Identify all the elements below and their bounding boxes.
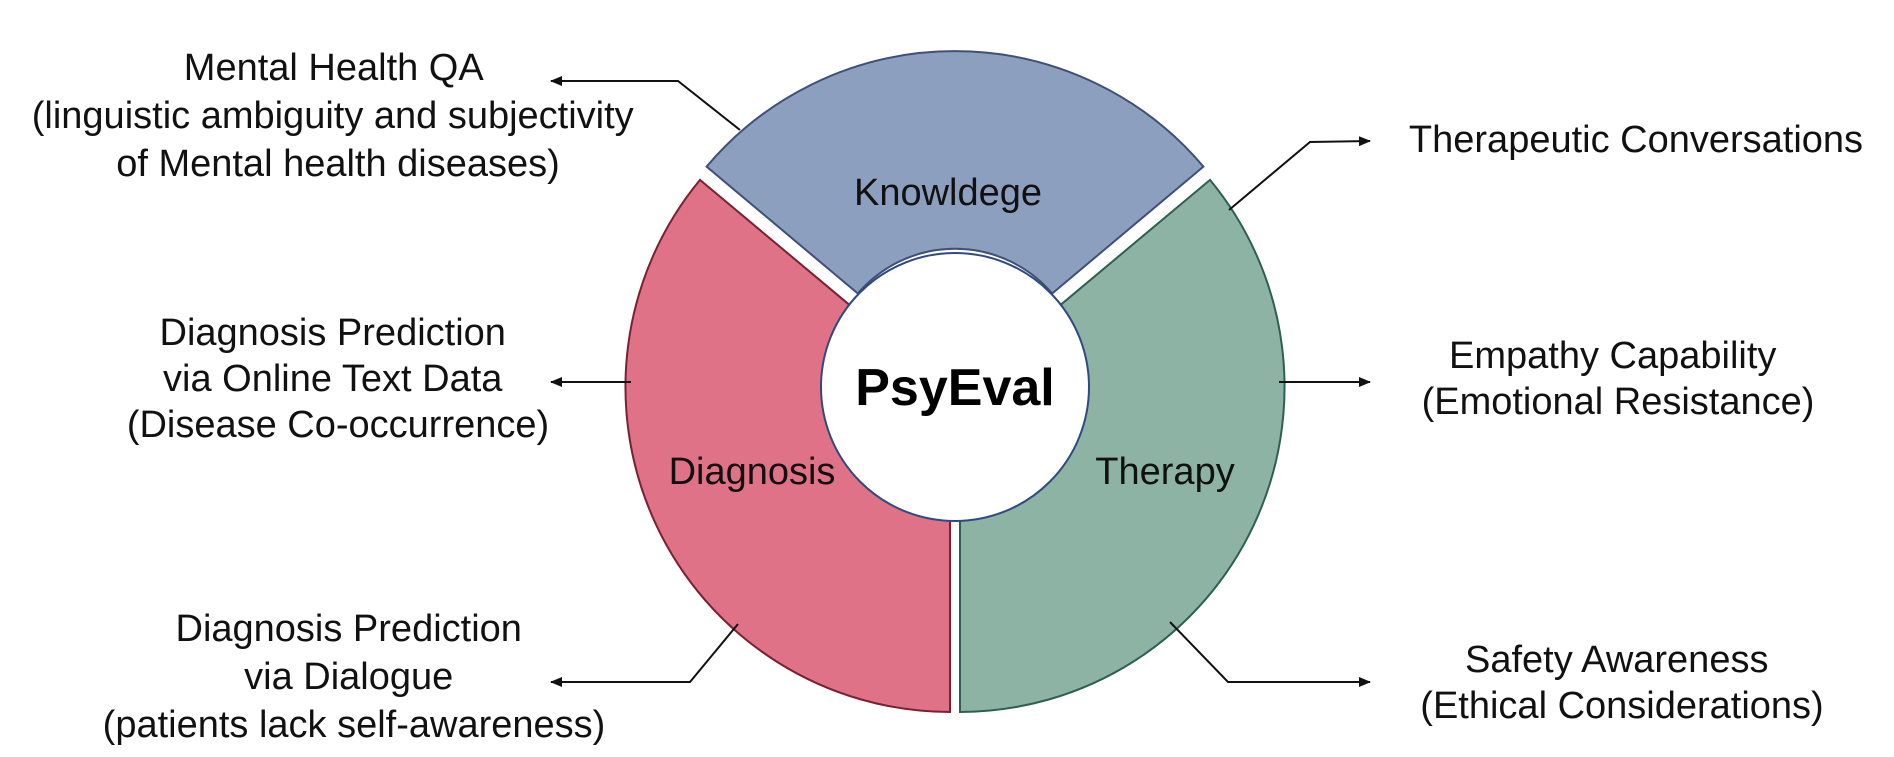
therapy-label: Therapy xyxy=(1095,451,1234,493)
label-empathy: Empathy Capability (Emotional Resistance… xyxy=(1422,335,1815,423)
center-circle xyxy=(820,252,1090,522)
label-diagnosis-online-text: Diagnosis Prediction via Online Text Dat… xyxy=(127,312,549,446)
knowledge-segment xyxy=(705,50,1205,295)
knowledge-label: Knowldege xyxy=(854,172,1042,214)
diagnosis-label: Diagnosis xyxy=(669,451,836,493)
center-label: PsyEval xyxy=(855,359,1055,417)
leader-diagnosis-dialogue xyxy=(550,623,739,687)
leader-safety xyxy=(1169,621,1371,687)
leader-therapeutic-conversations xyxy=(1228,136,1371,211)
label-mental-health-qa: Mental Health QA (linguistic ambiguity a… xyxy=(32,47,645,185)
label-diagnosis-dialogue: Diagnosis Prediction via Dialogue (patie… xyxy=(103,608,606,746)
leader-mental-health-qa xyxy=(550,76,741,131)
label-therapeutic-conversations: Therapeutic Conversations xyxy=(1409,119,1863,161)
label-safety: Safety Awareness (Ethical Considerations… xyxy=(1420,639,1823,727)
